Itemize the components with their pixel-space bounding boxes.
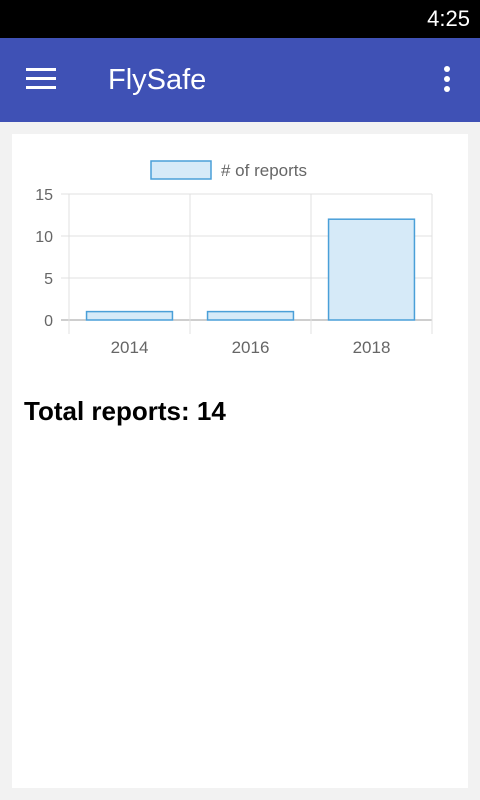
y-tick-label: 0 — [44, 313, 53, 330]
bar-2018 — [327, 218, 416, 321]
legend-swatch — [150, 160, 212, 180]
status-time: 4:25 — [427, 6, 470, 31]
y-tick-label: 15 — [35, 187, 53, 204]
bar-2014 — [85, 310, 174, 321]
reports-bar-chart: 0 5 10 15 2014 2016 2018 # of reports — [35, 160, 433, 357]
legend-label: # of reports — [221, 161, 307, 180]
more-vert-icon[interactable] — [436, 66, 458, 94]
y-tick-label: 5 — [44, 271, 53, 288]
app-bar: FlySafe — [0, 38, 480, 122]
bar-2016 — [206, 310, 295, 321]
x-tick-label: 2014 — [111, 338, 149, 357]
status-bar: 4:25 — [0, 0, 480, 38]
total-reports-label: Total reports: — [24, 396, 190, 426]
y-tick-label: 10 — [35, 229, 53, 246]
x-tick-label: 2018 — [353, 338, 391, 357]
total-reports: Total reports: 14 — [24, 396, 226, 427]
hamburger-menu-icon[interactable] — [26, 68, 56, 90]
app-title: FlySafe — [108, 64, 207, 96]
x-tick-label: 2016 — [232, 338, 270, 357]
total-reports-value: 14 — [196, 396, 226, 426]
report-card: 0 5 10 15 2014 2016 2018 # of reports Total rep… — [12, 134, 468, 788]
